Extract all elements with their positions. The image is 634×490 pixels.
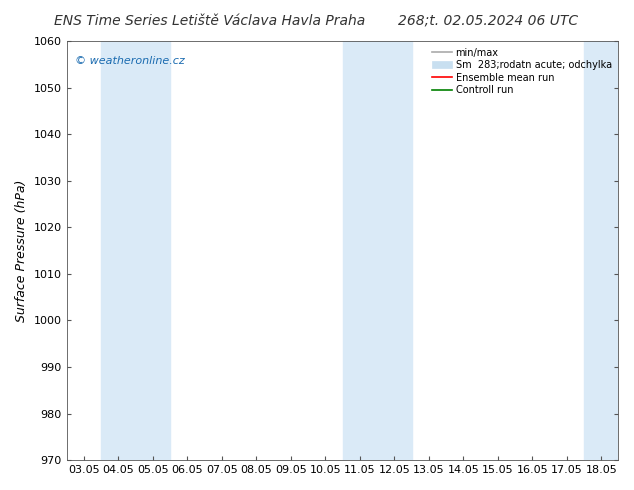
Bar [101,41,170,460]
Bar [584,41,619,460]
Legend: min/max, Sm  283;rodatn acute; odchylka, Ensemble mean run, Controll run: min/max, Sm 283;rodatn acute; odchylka, … [430,46,614,97]
Text: 268;t. 02.05.2024 06 UTC: 268;t. 02.05.2024 06 UTC [398,14,578,28]
Y-axis label: Surface Pressure (hPa): Surface Pressure (hPa) [15,179,28,322]
Text: © weatheronline.cz: © weatheronline.cz [75,56,184,66]
Text: ENS Time Series Letiště Václava Havla Praha: ENS Time Series Letiště Václava Havla Pr… [54,14,365,28]
Bar [342,41,411,460]
